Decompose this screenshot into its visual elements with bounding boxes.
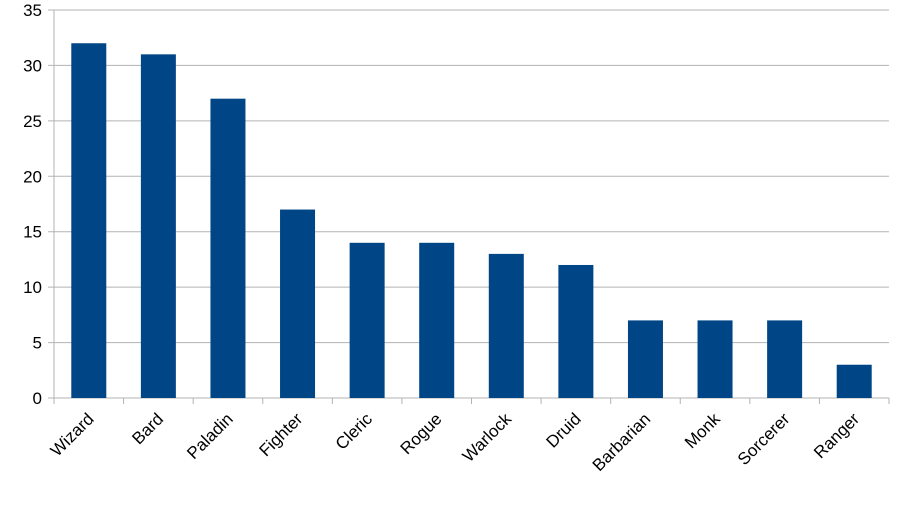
bar xyxy=(558,264,594,398)
bar xyxy=(280,209,316,398)
x-tick-label: Monk xyxy=(681,409,724,452)
x-tick-label: Cleric xyxy=(332,409,377,454)
x-tick-label: Barbarian xyxy=(589,409,655,475)
y-tick-label: 30 xyxy=(23,56,42,75)
x-tick-label: Rogue xyxy=(397,409,446,458)
bar xyxy=(836,364,872,398)
bar xyxy=(71,43,107,398)
x-tick-label: Wizard xyxy=(47,409,98,460)
x-tick-label: Fighter xyxy=(256,409,307,460)
y-tick-label: 15 xyxy=(23,223,42,242)
x-tick-label: Druid xyxy=(543,409,585,451)
bar xyxy=(697,320,733,398)
y-tick-label: 5 xyxy=(33,334,42,353)
y-tick-label: 0 xyxy=(33,389,42,408)
bar xyxy=(767,320,803,398)
y-tick-label: 25 xyxy=(23,112,42,131)
y-tick-label: 10 xyxy=(23,278,42,297)
x-tick-label: Sorcerer xyxy=(734,409,794,469)
x-tick-label: Ranger xyxy=(810,409,863,462)
bar xyxy=(488,253,524,398)
bar xyxy=(140,54,176,398)
bar xyxy=(349,242,385,398)
bar xyxy=(419,242,455,398)
bar xyxy=(210,98,246,398)
y-tick-label: 35 xyxy=(23,1,42,20)
x-tick-label: Bard xyxy=(128,409,167,448)
bar xyxy=(627,320,663,398)
x-tick-label: Paladin xyxy=(183,409,237,463)
y-tick-label: 20 xyxy=(23,167,42,186)
x-tick-label: Warlock xyxy=(459,409,516,466)
